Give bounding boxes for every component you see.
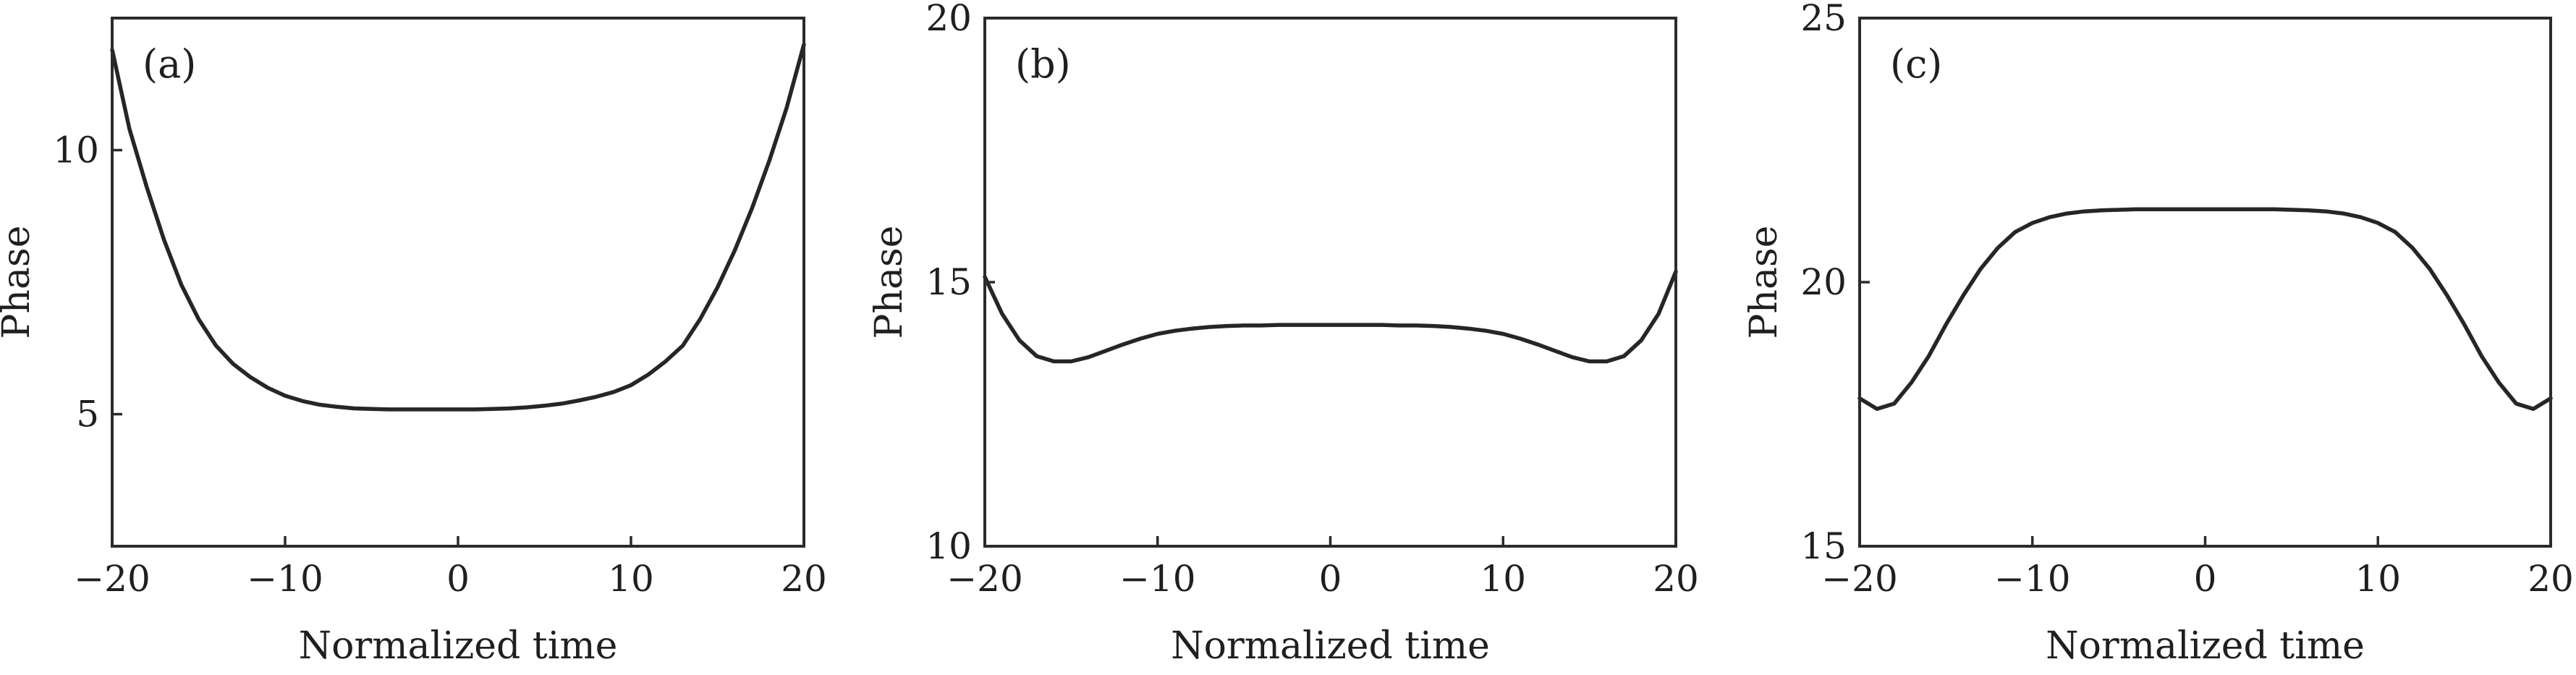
series-line-1 (110, 42, 806, 412)
y-tick-label: 15 (1800, 525, 1847, 567)
y-tick-label: 10 (53, 130, 99, 171)
x-tick-label: 20 (1653, 558, 1699, 600)
panel-label: (a) (143, 41, 196, 87)
x-tick-label: 0 (446, 558, 470, 600)
x-tick-label: 20 (781, 558, 827, 600)
plot-frame (111, 17, 805, 548)
x-tick-label: −20 (946, 558, 1023, 600)
x-tick-label: 10 (1480, 558, 1526, 600)
y-tick-label: 20 (925, 0, 972, 39)
y-axis-title: Phase (1742, 226, 1786, 339)
x-tick-label: 10 (2355, 558, 2401, 600)
x-axis-title: Normalized time (299, 624, 618, 668)
x-tick-label: 20 (2528, 558, 2574, 600)
plot-frame (1858, 17, 2552, 548)
y-tick-label: 25 (1800, 0, 1847, 39)
x-tick-label: 0 (2194, 558, 2217, 600)
x-tick-label: −10 (1119, 558, 1196, 600)
y-tick-label: 20 (1800, 261, 1847, 303)
x-axis-title: Normalized time (2046, 624, 2365, 668)
y-axis-title: Phase (868, 226, 911, 339)
series-line-1 (1857, 207, 2553, 411)
x-tick-label: −10 (1994, 558, 2071, 600)
chart-panel-1: −20 −10 0 10 20 5 10 Normalized time Phase (a) (0, 17, 827, 668)
x-tick-label: 0 (1319, 558, 1342, 600)
x-tick-label: −20 (1821, 558, 1898, 600)
x-tick-label: −10 (247, 558, 323, 600)
chart-panel-2: −20 −10 0 10 20 10 15 20 Normalized time Phase (b) (868, 0, 1699, 668)
y-axis-title: Phase (0, 226, 38, 339)
x-axis-title: Normalized time (1171, 624, 1490, 668)
chart-panel-3: −20 −10 0 10 20 15 20 25 Normalized time Phase (c) (1742, 0, 2574, 668)
y-tick-label: 10 (925, 525, 972, 567)
y-tick-label: 5 (76, 394, 99, 436)
x-tick-label: 10 (608, 558, 654, 600)
x-tick-label: −20 (74, 558, 151, 600)
panel-label: (c) (1890, 41, 1942, 87)
series-line-1 (983, 269, 1678, 364)
y-tick-label: 15 (925, 261, 972, 303)
panel-label: (b) (1015, 41, 1071, 87)
plot-frame (983, 17, 1677, 548)
